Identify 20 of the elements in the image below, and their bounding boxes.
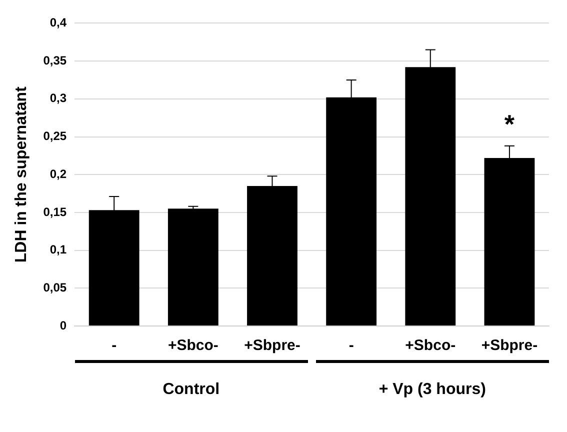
y-tick-label: 0 bbox=[60, 318, 67, 332]
bar bbox=[168, 208, 218, 326]
x-tick-label: - bbox=[112, 337, 117, 354]
x-tick-label: +Sbpre- bbox=[481, 337, 538, 354]
x-tick-label: +Sbco- bbox=[405, 337, 456, 354]
text: + Vp (3 hours) bbox=[378, 381, 487, 399]
y-axis-title: LDH in the supernatant bbox=[13, 86, 30, 263]
y-tick-label: 0,2 bbox=[50, 166, 67, 181]
x-tick-label: +Sbpre- bbox=[244, 337, 300, 354]
y-tick-label: 0,1 bbox=[50, 242, 67, 257]
y-tick-label: 0,15 bbox=[43, 204, 67, 219]
y-tick-label: 0,3 bbox=[50, 91, 67, 106]
x-tick-label: - bbox=[348, 337, 354, 354]
annotation: * bbox=[504, 109, 516, 140]
y-tick-label: 0,4 bbox=[50, 16, 67, 30]
y-tick-label: 0,05 bbox=[43, 280, 67, 294]
y-tick-label: 0,25 bbox=[43, 129, 67, 144]
text: Control bbox=[162, 381, 221, 399]
x-tick-label: +Sbco- bbox=[168, 337, 218, 354]
y-tick-label: 0,35 bbox=[43, 53, 67, 68]
